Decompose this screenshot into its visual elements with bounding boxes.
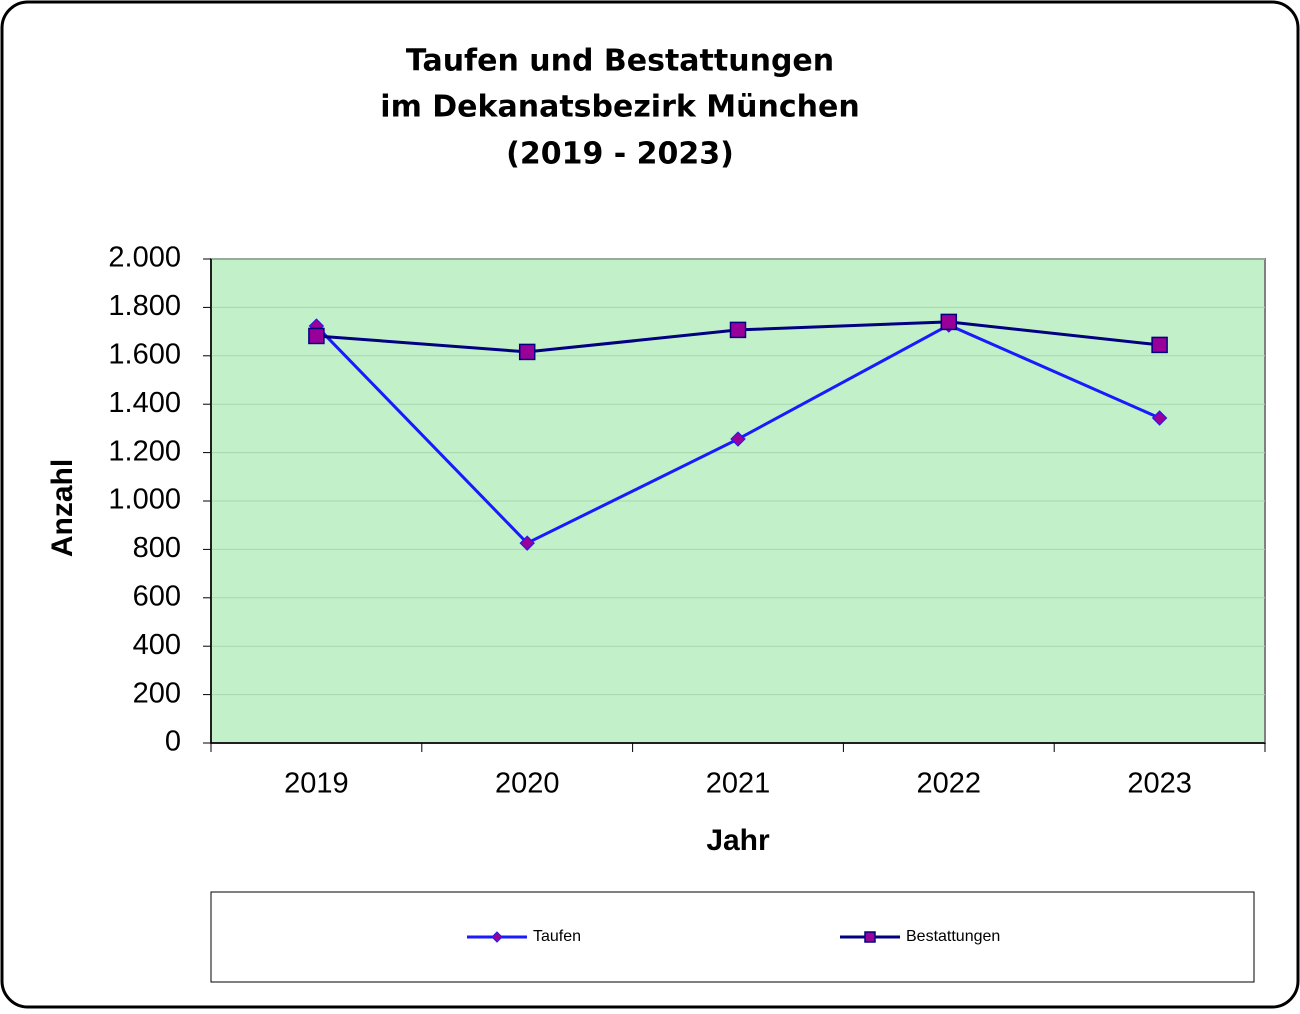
legend-marker bbox=[864, 931, 876, 943]
chart-title: Taufen und Bestattungen bbox=[406, 44, 834, 79]
y-tick-label: 600 bbox=[133, 580, 181, 612]
marker bbox=[308, 327, 325, 345]
chart-title: (2019 - 2023) bbox=[506, 137, 734, 172]
y-tick-label: 200 bbox=[133, 677, 181, 709]
x-tick-label: 2022 bbox=[917, 768, 982, 800]
x-axis-label: Jahr bbox=[706, 824, 770, 857]
legend-box bbox=[210, 891, 1255, 983]
y-tick-label: 2.000 bbox=[108, 242, 181, 274]
y-tick-label: 1.400 bbox=[108, 387, 181, 419]
marker bbox=[730, 431, 746, 447]
y-tick-label: 1.800 bbox=[108, 290, 181, 322]
marker bbox=[519, 535, 535, 551]
y-tick-label: 0 bbox=[165, 726, 181, 758]
y-tick-label: 1.000 bbox=[108, 484, 181, 516]
marker bbox=[729, 321, 747, 339]
legend-label: Taufen bbox=[533, 928, 581, 945]
marker bbox=[1151, 336, 1168, 354]
y-tick-label: 1.200 bbox=[108, 435, 181, 467]
y-tick-label: 800 bbox=[133, 532, 181, 564]
chart-title: im Dekanatsbezirk München bbox=[380, 90, 859, 125]
legend-label: Bestattungen bbox=[906, 928, 1000, 945]
x-tick-label: 2020 bbox=[495, 768, 560, 800]
y-axis-label: Anzahl bbox=[46, 459, 79, 557]
x-tick-label: 2021 bbox=[706, 768, 771, 800]
y-tick-label: 1.600 bbox=[108, 338, 181, 370]
y-tick-label: 400 bbox=[133, 629, 181, 661]
marker bbox=[1151, 410, 1168, 426]
marker bbox=[940, 313, 958, 331]
legend-marker bbox=[491, 931, 503, 943]
x-tick-label: 2023 bbox=[1127, 768, 1192, 800]
marker bbox=[518, 343, 536, 361]
x-tick-label: 2019 bbox=[284, 768, 349, 800]
